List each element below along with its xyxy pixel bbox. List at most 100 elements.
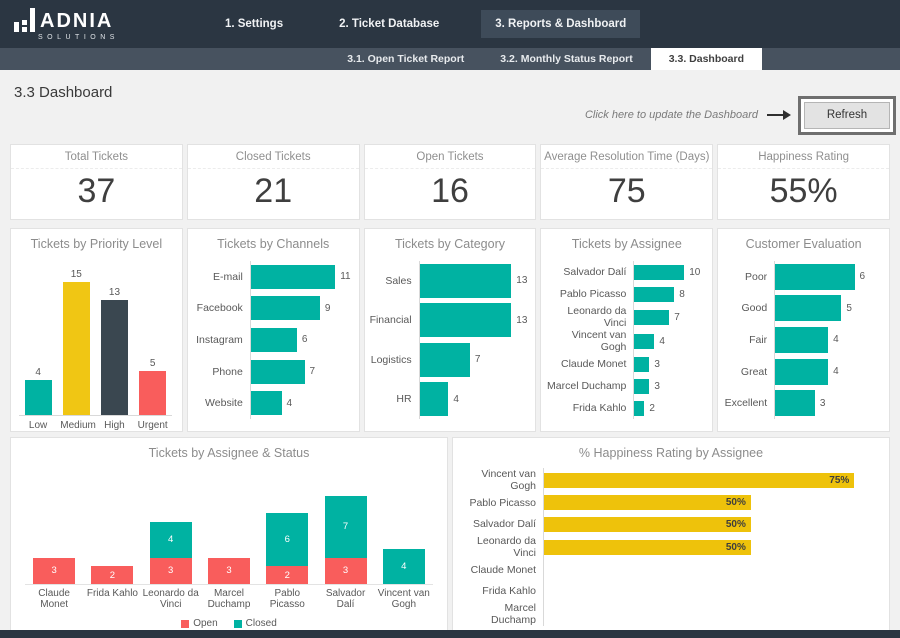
bar-track: 4 [418,379,528,419]
category-label: Poor [745,270,768,283]
data-label: 50% [725,497,746,509]
bar-row-poor: Poor 6 [722,261,881,293]
bar-row-logistics: Logistics 7 [369,340,528,380]
kpi-row: Total Tickets 37 Closed Tickets 21 Open Tick… [10,144,890,220]
bar-high [100,299,128,415]
bar-sales [419,263,512,298]
data-label: 2 [649,402,655,414]
kpi-card-open-tickets: Open Tickets 16 [363,144,537,220]
chart-card-happiness: % Happiness Rating by Assignee Vincent v… [452,437,890,631]
bar-row-frida-kahlo: Frida Kahlo [457,580,875,602]
category-label: Leonardo da Vinci [477,535,536,559]
category-label: Pablo Picasso [269,588,305,610]
bar-track: 7 [633,305,704,329]
bar-track: 13 [418,261,527,301]
bar-good [775,295,842,322]
stack-vincent-van-gogh: 4 [375,478,433,584]
chart-title: Tickets by Assignee & Status [148,446,310,460]
legend-label: Closed [245,618,277,629]
legend-swatch-icon [233,619,242,628]
category-axis: Claude Monet Frida Kahlo Leonardo da Vinci… [25,588,433,610]
legend-item-closed: Closed [233,618,277,629]
chart-happiness-by-assignee: Vincent van Gogh 75% Pablo Picasso 50% Salva… [453,468,889,626]
refresh-button[interactable]: Refresh [798,95,896,135]
data-label: 8 [679,288,685,300]
category-label: HR [396,393,412,406]
bar-row-vincent-van-gogh: Vincent van Gogh 4 [545,329,704,353]
bar-row-vincent-van-gogh: Vincent van Gogh 75% [457,468,875,492]
bottom-window-strip [0,630,900,638]
data-label: 13 [108,286,121,298]
category-label: Logistics [370,353,412,366]
kpi-value: 55% [769,172,838,210]
category-label: Marcel Duchamp [547,380,627,392]
bar-group-low: 4 [22,366,54,415]
data-label: 15 [70,268,82,280]
data-label: 3 [819,397,826,409]
bar-track: 4 [633,329,704,353]
bar-track [543,559,875,581]
bar-row-leonardo-da-vinci: Leonardo da Vinci 50% [457,535,875,559]
bar-hr [419,382,449,417]
bar-low [24,379,52,415]
tab-3-3-dashboard[interactable]: 3.3. Dashboard [650,48,762,70]
category-label: Frida Kahlo [86,588,138,599]
chart-card-assignee: Tickets by Assignee Salvador Dalí 10 Pablo… [540,228,714,432]
bar-row-facebook: Facebook 9 [192,292,351,325]
bar-row-e-mail: E-mail 11 [192,261,351,293]
data-label: 7 [309,366,316,378]
data-label: 4 [35,366,41,378]
category-label: Financial [369,314,412,327]
bar-salvador-dal [634,264,685,280]
stack-claude-monet: 3 [25,478,83,584]
category-label: Claude Monet [561,358,627,370]
kpi-card-average-resolution-time-days: Average Resolution Time (Days) 75 [540,144,714,220]
bar-great [775,358,829,385]
tab-3-1-open-ticket-report[interactable]: 3.1. Open Ticket Report [347,53,465,65]
kpi-label: Open Tickets [364,145,536,169]
bar-row-great: Great 4 [722,355,881,388]
category-label: Phone [212,365,243,378]
chart-tickets-by-channels: E-mail 11 Facebook 9 Instagram 6 Phone 7 Website… [188,261,359,419]
nav-item-3-reports-dashboard[interactable]: 3. Reports & Dashboard [481,10,641,38]
bar-website [250,391,282,416]
data-label: 3 [654,380,660,392]
bar-track: 10 [633,261,704,283]
bar-group-urgent: 5 [137,358,169,415]
bar-pablo-picasso [634,286,675,302]
chart-card-channels: Tickets by Channels E-mail 11 Facebook 9 Ins… [186,228,360,432]
data-label: 50% [725,518,746,530]
category-label: Excellent [724,397,768,410]
data-label: 4 [833,366,839,378]
bar-row-salvador-dal: Salvador Dalí 50% [457,513,875,535]
category-label: Pablo Picasso [469,496,536,509]
segment-open-salvador-dal: 3 [324,557,367,584]
bar-track: 9 [249,292,351,325]
nav-item-2-ticket-database[interactable]: 2. Ticket Database [339,18,440,30]
arrow-right-icon [767,110,791,120]
report-tabs-bar: 3.1. Open Ticket Report 3.2. Monthly Stat… [0,48,900,70]
category-label: Instagram [196,333,243,346]
segment-closed-pablo-picasso: 6 [266,513,309,567]
tab-3-2-monthly-status-report[interactable]: 3.2. Monthly Status Report [500,53,633,65]
bar-row-hr: HR 4 [369,379,528,419]
legend-label: Open [193,618,218,629]
segment-open-claude-monet: 3 [33,557,76,584]
category-label: Salvador Dalí [325,588,366,610]
data-label: 6 [859,271,866,283]
nav-item-1-settings[interactable]: 1. Settings [224,18,284,30]
bar-track: 3 [633,353,704,375]
bar-vincent-van-gogh: 75% [544,472,855,488]
data-label: 7 [474,354,481,366]
bar-track [543,602,875,626]
bar-track: 11 [249,261,351,293]
data-label: 50% [725,541,746,553]
bar-row-good: Good 5 [722,292,881,325]
top-nav-bar: ADNIA SOLUTIONS 1. Settings 2. Ticket Dat… [0,0,900,48]
bar-fair [775,326,829,353]
bar-track: 6 [774,261,881,293]
bar-marcel-duchamp [634,378,650,394]
refresh-hint-label: Click here to update the Dashboard [584,109,758,121]
kpi-card-happiness-rating: Happiness Rating 55% [717,144,890,220]
